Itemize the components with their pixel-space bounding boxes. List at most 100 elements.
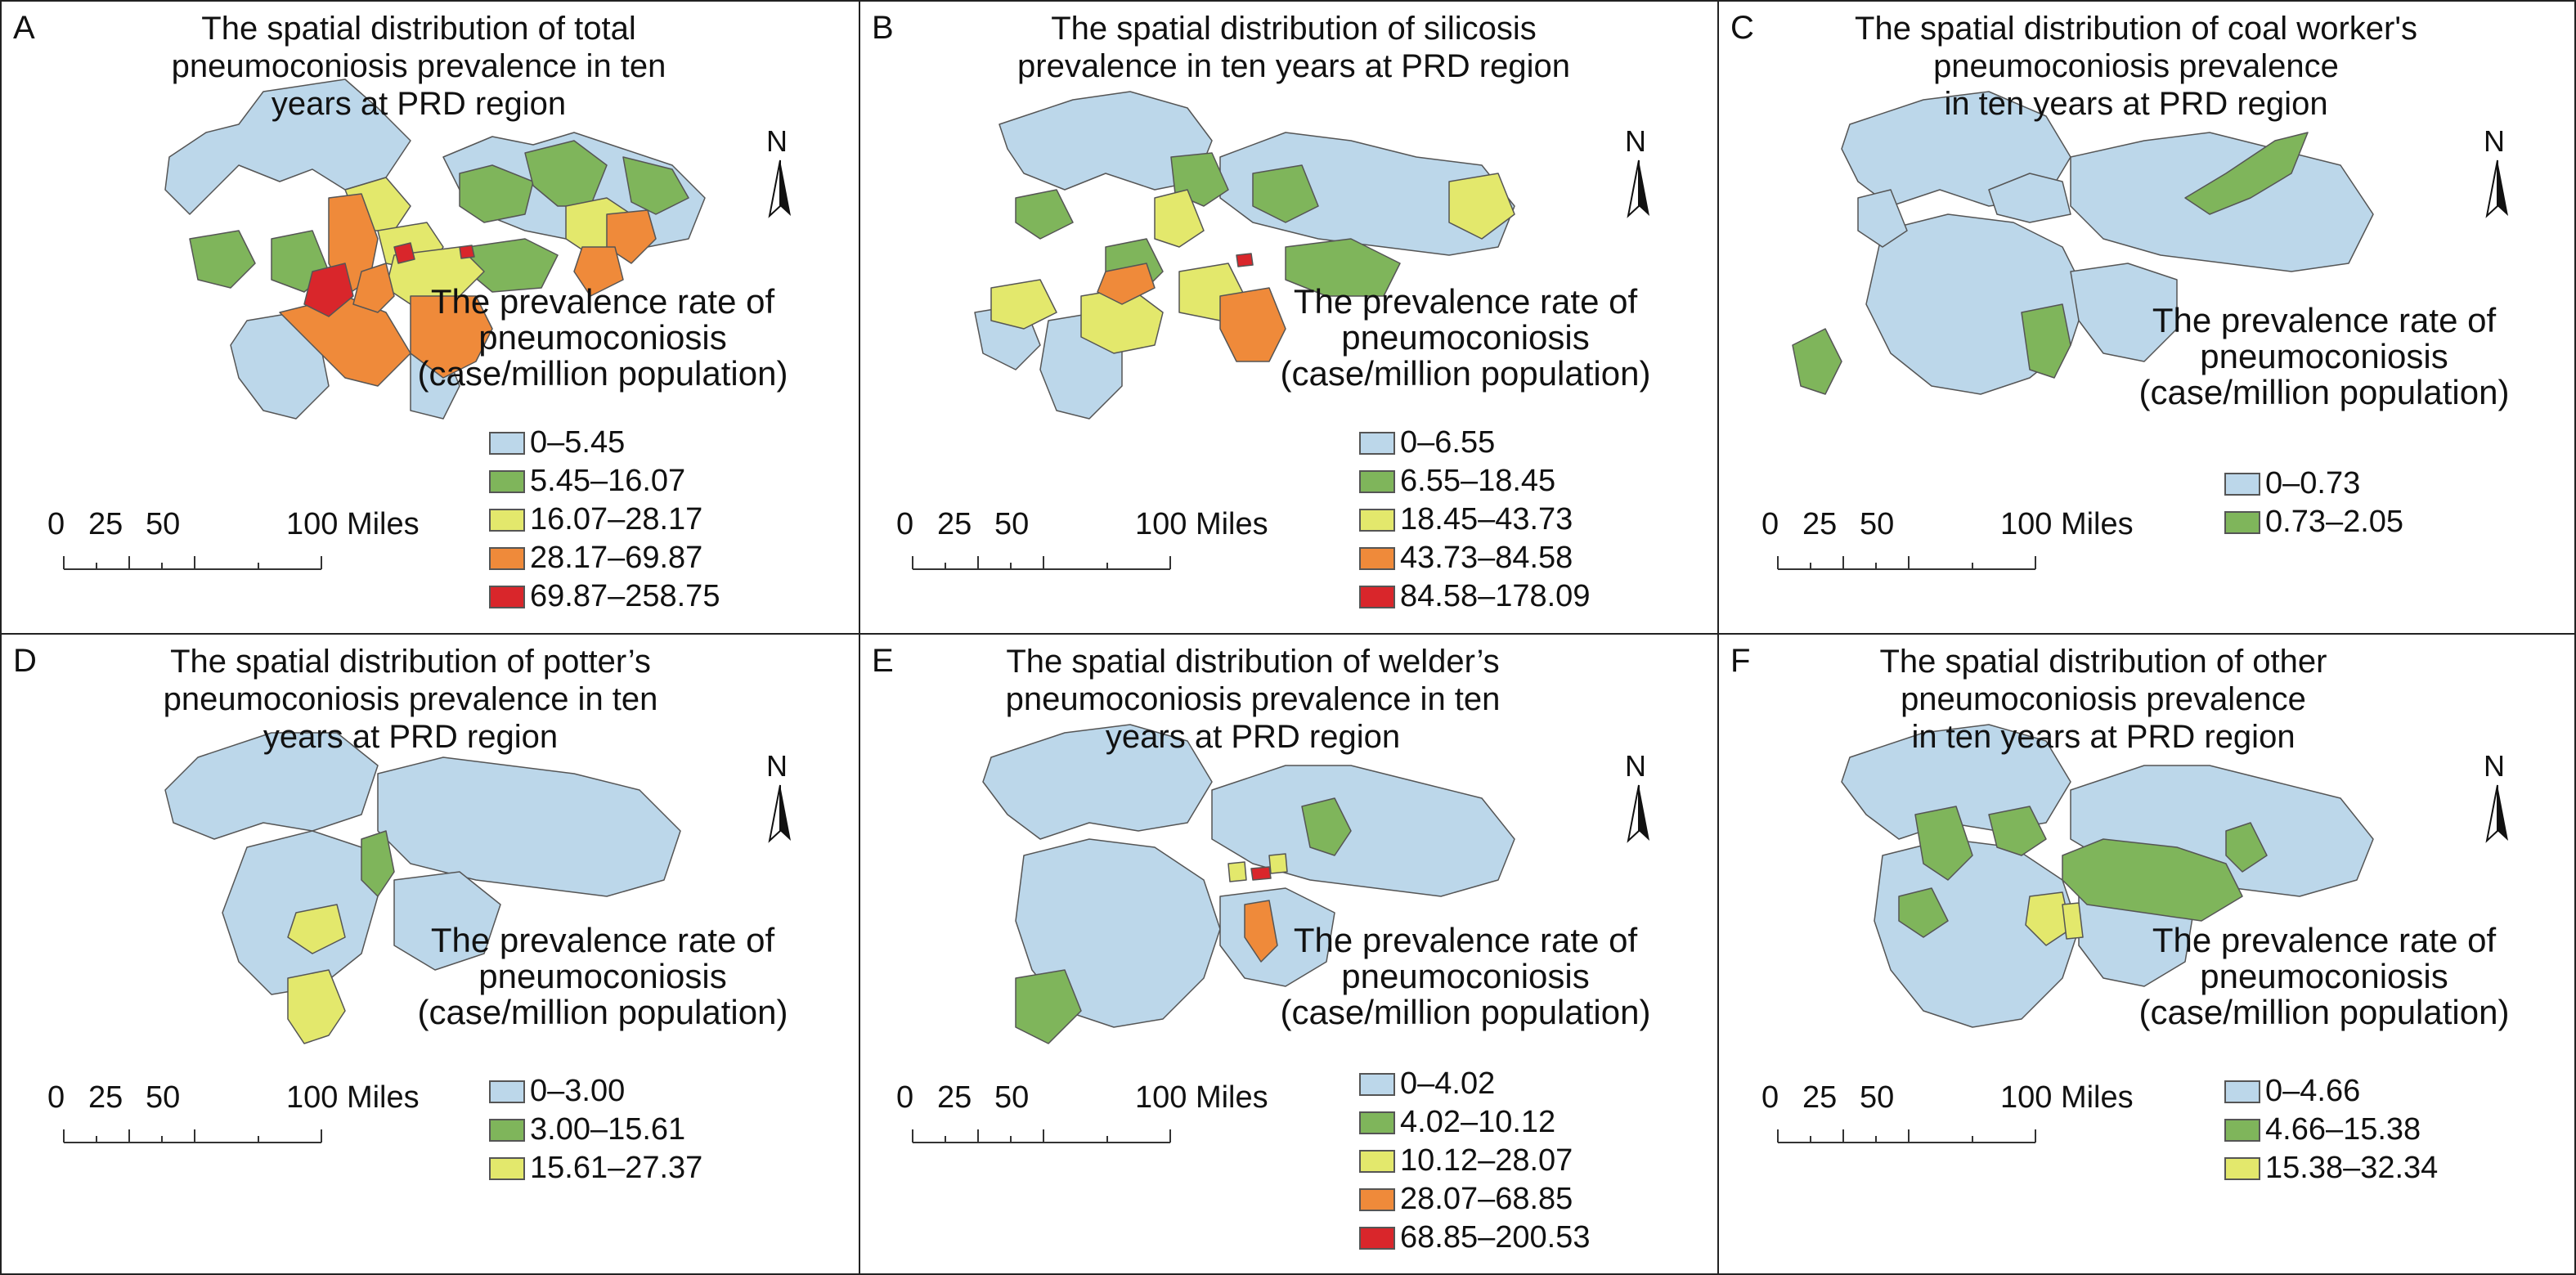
legend-item: 0–4.02 [1359,1065,1590,1103]
legend-label: 0–4.02 [1400,1066,1496,1101]
panel-f: F The spatial distribution of other pneu… [1717,633,2576,1275]
legend-title: The prevalence rate of pneumoconiosis (c… [1280,921,1651,1031]
scale-line [1777,1129,2036,1143]
north-arrow: N [2484,124,2511,224]
legend-item: 0–5.45 [489,424,720,462]
panel-title: The spatial distribution of welder’s pne… [1005,644,1501,755]
legend-item: 68.85–200.53 [1359,1219,1590,1257]
legend-swatch [489,431,525,455]
north-arrow: N [1625,749,1653,849]
legend: 0–5.45 5.45–16.07 16.07–28.17 28.17–69.8… [489,424,720,616]
legend-item: 28.07–68.85 [1359,1180,1590,1219]
legend-swatch [1359,469,1395,493]
scale-tick-label: 25 [88,507,123,541]
scale-tick-label: 0 [47,1080,65,1115]
legend-label: 0.73–2.05 [2265,505,2404,539]
north-arrow: N [2484,749,2511,849]
scale-tick-label: 50 [1860,1080,1895,1115]
legend-label: 28.17–69.87 [530,541,703,575]
legend-label: 16.07–28.17 [530,502,703,536]
choropleth-map [974,91,1515,420]
panel-e: E The spatial distribution of welder’s p… [859,633,1719,1275]
legend: 0–6.55 6.55–18.45 18.45–43.73 43.73–84.5… [1359,424,1590,616]
legend-swatch [489,469,525,493]
legend-swatch [489,1080,525,1103]
legend-item: 15.38–32.34 [2224,1149,2438,1187]
legend-swatch [489,1118,525,1142]
north-arrow: N [766,124,794,224]
legend-title: The prevalence rate of pneumoconiosis (c… [2138,921,2510,1031]
legend-title: The prevalence rate of pneumoconiosis (c… [417,282,788,393]
legend-item: 10.12–28.07 [1359,1142,1590,1180]
legend-swatch [1359,585,1395,608]
panel-letter: C [1730,10,1754,46]
scale-line [912,556,1171,570]
legend-item: 5.45–16.07 [489,462,720,501]
panel-letter: E [872,643,894,679]
panel-d: D The spatial distribution of potter’s p… [0,633,860,1275]
legend-label: 0–6.55 [1400,425,1496,460]
panel-a: A The spatial distribution of total pneu… [0,0,860,635]
legend-swatch [2224,472,2260,496]
panel-title: The spatial distribution of potter’s pne… [163,644,658,755]
north-label: N [1625,749,1646,783]
scale-bar: 0 25 50 100 Miles [47,1080,420,1146]
north-arrow-icon [2485,159,2508,218]
scale-tick-label: 100 Miles [1135,507,1268,541]
scale-bar: 0 25 50 100 Miles [896,1080,1268,1146]
scale-tick-label: 50 [994,1080,1030,1115]
legend-swatch [489,585,525,608]
legend-item: 3.00–15.61 [489,1111,702,1149]
legend-swatch [2224,510,2260,534]
legend-swatch [1359,1149,1395,1173]
legend-swatch [1359,1187,1395,1211]
legend-swatch [1359,1226,1395,1250]
scale-bar: 0 25 50 100 Miles [1761,507,2134,572]
legend-item: 69.87–258.75 [489,577,720,616]
legend-label: 28.07–68.85 [1400,1182,1573,1216]
scale-tick-label: 50 [994,507,1030,541]
north-label: N [766,749,788,783]
choropleth-map [164,732,681,1044]
scale-tick-label: 0 [47,507,65,541]
legend-item: 0.73–2.05 [2224,503,2403,541]
legend-swatch [489,546,525,570]
north-arrow-icon [768,159,791,218]
scale-tick-label: 100 Miles [286,507,420,541]
scale-tick-label: 25 [1802,1080,1838,1115]
legend-item: 4.66–15.38 [2224,1111,2438,1149]
legend-swatch [489,508,525,532]
north-label: N [766,124,788,158]
scale-tick-label: 0 [1761,1080,1779,1115]
scale-tick-label: 25 [937,1080,972,1115]
panel-title: The spatial distribution of other pneumo… [1879,644,2327,755]
choropleth-map [1792,91,2374,395]
legend-label: 10.12–28.07 [1400,1143,1573,1178]
panel-title: The spatial distribution of total pneumo… [171,11,666,122]
legend-swatch [489,1156,525,1180]
legend-swatch [2224,1118,2260,1142]
legend-item: 0–3.00 [489,1072,702,1111]
scale-bar: 0 25 50 100 Miles [896,507,1268,572]
legend: 0–0.73 0.73–2.05 [2224,465,2403,541]
panel-letter: D [13,643,37,679]
legend-swatch [1359,431,1395,455]
legend-label: 0–3.00 [530,1074,626,1108]
legend-item: 4.02–10.12 [1359,1103,1590,1142]
choropleth-map [982,724,1515,1044]
legend-label: 0–5.45 [530,425,626,460]
legend-item: 0–6.55 [1359,424,1590,462]
scale-tick-label: 100 Miles [2000,1080,2134,1115]
panel-c: C The spatial distribution of coal worke… [1717,0,2576,635]
legend-label: 69.87–258.75 [530,579,720,613]
legend: 0–3.00 3.00–15.61 15.61–27.37 [489,1072,702,1187]
legend-swatch [1359,508,1395,532]
legend-item: 6.55–18.45 [1359,462,1590,501]
legend-item: 84.58–178.09 [1359,577,1590,616]
scale-tick-label: 0 [896,507,914,541]
legend-item: 0–0.73 [2224,465,2403,503]
north-label: N [2484,749,2505,783]
scale-tick-label: 50 [1860,507,1895,541]
legend-label: 4.02–10.12 [1400,1105,1556,1139]
choropleth-map [1841,724,2374,1028]
